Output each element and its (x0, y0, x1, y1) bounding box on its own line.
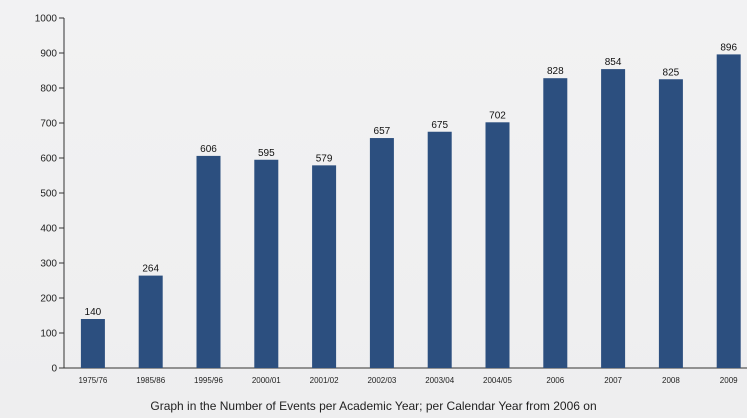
y-tick-label: 900 (40, 49, 57, 60)
y-tick-label: 400 (40, 224, 57, 235)
bar (485, 122, 510, 368)
bar-value-label: 264 (142, 264, 159, 275)
bar-value-label: 854 (605, 57, 622, 68)
bar-value-label: 702 (489, 110, 506, 121)
y-tick-label: 1000 (35, 14, 58, 25)
bar-value-label: 825 (663, 67, 680, 78)
bar-value-label: 579 (316, 153, 333, 164)
x-tick-label: 2004/05 (483, 376, 512, 385)
y-tick-label: 100 (40, 329, 57, 340)
bar (716, 54, 741, 369)
bar (80, 319, 105, 368)
chart-caption: Graph in the Number of Events per Academ… (150, 399, 597, 413)
x-tick-label: 2008 (662, 376, 680, 385)
bar-value-label: 828 (547, 66, 564, 77)
y-tick-label: 800 (40, 84, 57, 95)
x-axis: 1975/76 1985/86 1995/96 2000/01 2001/02 2002/… (59, 367, 747, 385)
bar (658, 79, 683, 368)
bars-group: 140 264 606 595 579 657 675 702 828 854 825 896 (80, 42, 741, 369)
x-tick-label: 2003/04 (425, 376, 454, 385)
x-tick-label: 2000/01 (252, 376, 281, 385)
bar-value-label: 657 (374, 126, 391, 137)
y-tick-label: 600 (40, 154, 57, 165)
bar-value-label: 896 (720, 42, 737, 53)
y-tick-label: 500 (40, 189, 57, 200)
bar (254, 159, 279, 368)
x-tick-label: 1995/96 (194, 376, 223, 385)
bar (312, 165, 337, 368)
y-tick-label: 0 (51, 364, 57, 375)
bar (138, 275, 163, 368)
y-tick-label: 300 (40, 259, 57, 270)
x-tick-label: 1985/86 (136, 376, 165, 385)
x-tick-label: 2009 (720, 376, 738, 385)
y-tick-label: 200 (40, 294, 57, 305)
x-tick-label: 2001/02 (310, 376, 339, 385)
bar-value-label: 595 (258, 148, 275, 159)
x-tick-label: 2006 (546, 376, 564, 385)
x-tick-label: 2007 (604, 376, 622, 385)
bar (196, 155, 221, 368)
bar-value-label: 140 (85, 307, 102, 318)
bar-value-label: 606 (200, 144, 217, 155)
bar (601, 69, 626, 368)
bar-value-label: 675 (431, 120, 448, 131)
y-axis: 0 100 200 300 400 500 600 700 800 900 1000 (35, 14, 65, 375)
bar (369, 138, 394, 368)
x-tick-label: 1975/76 (78, 376, 107, 385)
bar (427, 131, 452, 368)
y-tick-label: 700 (40, 119, 57, 130)
bar (543, 78, 568, 368)
x-tick-label: 2002/03 (367, 376, 396, 385)
